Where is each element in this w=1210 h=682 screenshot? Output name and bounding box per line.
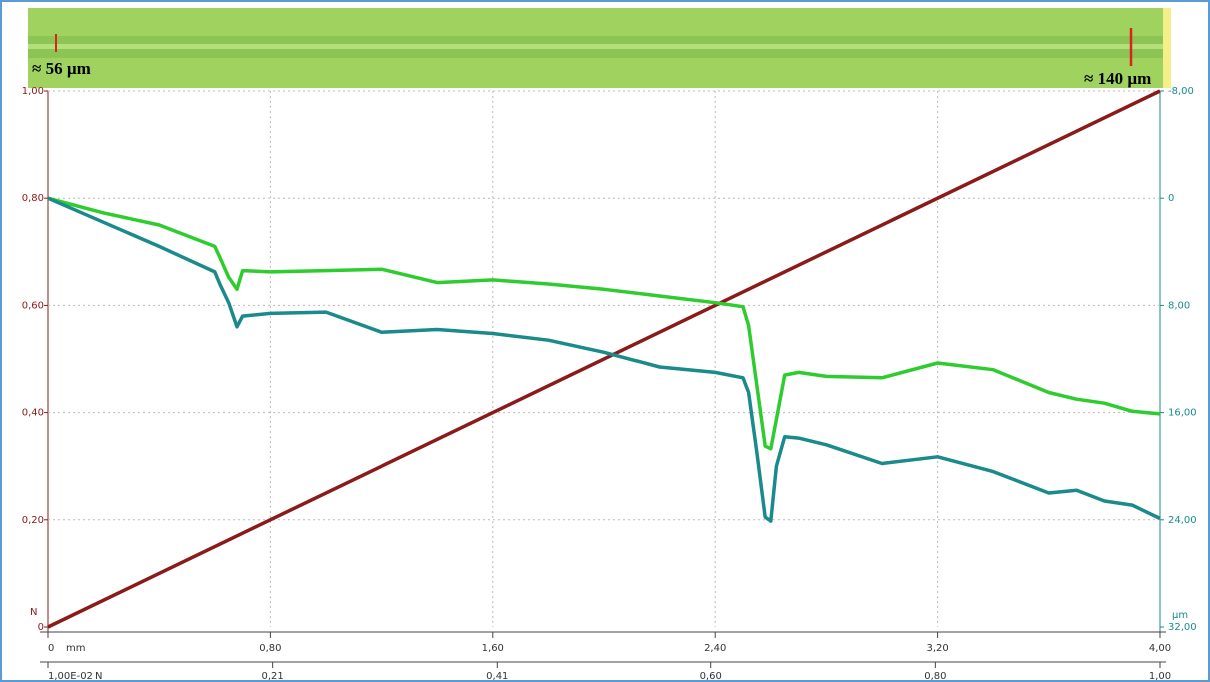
x2-axis-unit: N: [95, 671, 102, 682]
y2-tick-label: 24,00: [1168, 515, 1197, 526]
x-tick-label: 3,20: [926, 643, 948, 654]
y-tick-label: 0,20: [22, 515, 44, 526]
x2-tick-label: 1,00: [1149, 671, 1171, 682]
annotation: ≈ 140 µm: [1084, 69, 1151, 88]
y-tick-label: 1,00: [22, 86, 44, 97]
x-axis-unit: mm: [66, 643, 85, 654]
x2-tick-label: 0,21: [262, 671, 284, 682]
x-tick-label: 1,60: [482, 643, 504, 654]
x-tick-label: 4,00: [1149, 643, 1171, 654]
y-tick-label: 0,40: [22, 408, 44, 419]
y-axis-unit: N: [30, 607, 37, 618]
x2-tick-label: 1,00E-02: [48, 671, 93, 682]
y-tick-label: 0: [38, 622, 44, 633]
y2-tick-label: 32,00: [1168, 622, 1197, 633]
x2-tick-label: 0,60: [700, 671, 722, 682]
y-tick-label: 0,80: [22, 193, 44, 204]
data-line: [47, 196, 1161, 523]
y2-tick-label: -8,00: [1168, 86, 1194, 97]
annotation: ≈ 56 µm: [32, 59, 91, 78]
data-line: [47, 196, 1161, 451]
scratch-center: [28, 44, 1170, 49]
end-marker: [1163, 8, 1171, 88]
y2-tick-label: 8,00: [1168, 300, 1190, 311]
x-tick-label: 0,80: [259, 643, 281, 654]
x-tick-label: 2,40: [704, 643, 726, 654]
data-line: [47, 89, 1161, 629]
y2-tick-label: 0: [1168, 193, 1174, 204]
y-tick-label: 0,60: [22, 300, 44, 311]
x-tick-label: 0: [48, 643, 54, 654]
y2-axis-unit: µm: [1172, 610, 1188, 621]
y2-tick-label: 16,00: [1168, 408, 1197, 419]
x2-tick-label: 0,41: [486, 671, 508, 682]
x2-tick-label: 0,80: [924, 671, 946, 682]
